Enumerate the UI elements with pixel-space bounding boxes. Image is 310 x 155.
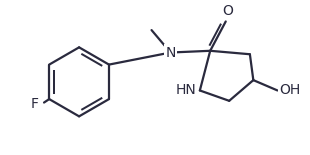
Text: F: F [31,97,39,111]
Text: N: N [165,46,176,60]
Text: OH: OH [279,84,300,97]
Text: HN: HN [176,84,197,97]
Text: O: O [222,4,233,18]
